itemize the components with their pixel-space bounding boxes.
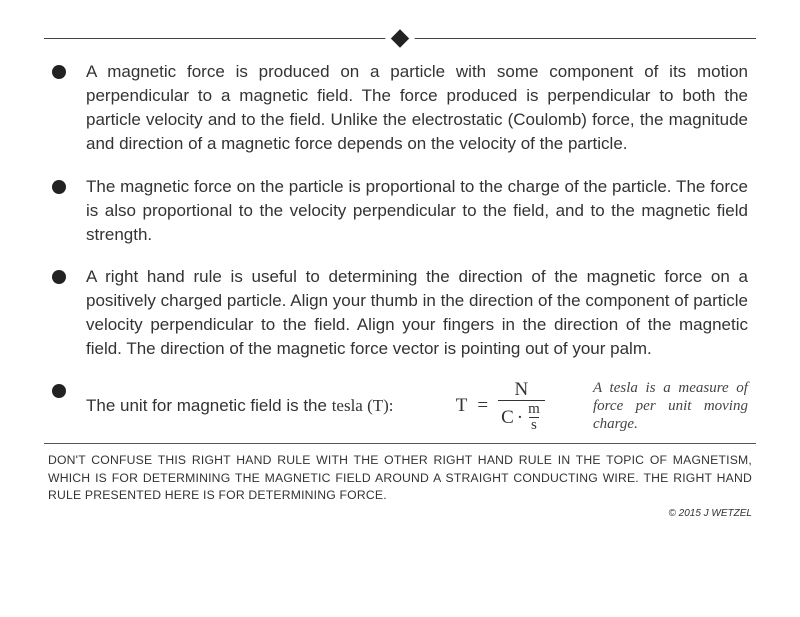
list-item: A right hand rule is useful to determini… [52, 265, 748, 362]
inner-den: s [529, 417, 539, 433]
copyright-text: © 2015 J WETZEL [44, 508, 756, 519]
list-item-formula: The unit for magnetic field is the tesla… [52, 379, 748, 433]
formula-lead: The unit for magnetic field is the tesla… [86, 394, 394, 418]
tesla-label: tesla (T): [332, 396, 394, 415]
top-divider [44, 32, 756, 46]
bullet-text: The magnetic force on the particle is pr… [86, 177, 748, 244]
inner-fraction: m s [526, 402, 542, 433]
inner-num: m [526, 402, 542, 417]
fraction: N C · m s [498, 380, 545, 433]
formula-lead-text: The unit for magnetic field is the [86, 396, 332, 415]
list-item: The magnetic force on the particle is pr… [52, 175, 748, 247]
dot-operator: · [514, 408, 526, 427]
bullet-icon [52, 180, 66, 194]
bullet-icon [52, 384, 66, 398]
footnote-text: DON'T CONFUSE THIS RIGHT HAND RULE WITH … [44, 452, 756, 504]
bullet-icon [52, 65, 66, 79]
denominator: C · m s [498, 400, 545, 433]
tesla-sidenote: A tesla is a measure of force per unit m… [593, 379, 748, 433]
bullet-text: A magnetic force is produced on a partic… [86, 62, 748, 153]
list-item: A magnetic force is produced on a partic… [52, 60, 748, 157]
formula-symbol: T [456, 393, 468, 420]
numerator: N [512, 380, 532, 400]
denom-c: C [501, 408, 514, 427]
bullet-text: A right hand rule is useful to determini… [86, 267, 748, 358]
bullet-list: A magnetic force is produced on a partic… [44, 60, 756, 433]
bottom-divider [44, 443, 756, 444]
equals-sign: = [477, 393, 488, 420]
diamond-icon [391, 29, 409, 47]
tesla-formula: T = N C · m s [456, 380, 545, 433]
bullet-icon [52, 270, 66, 284]
